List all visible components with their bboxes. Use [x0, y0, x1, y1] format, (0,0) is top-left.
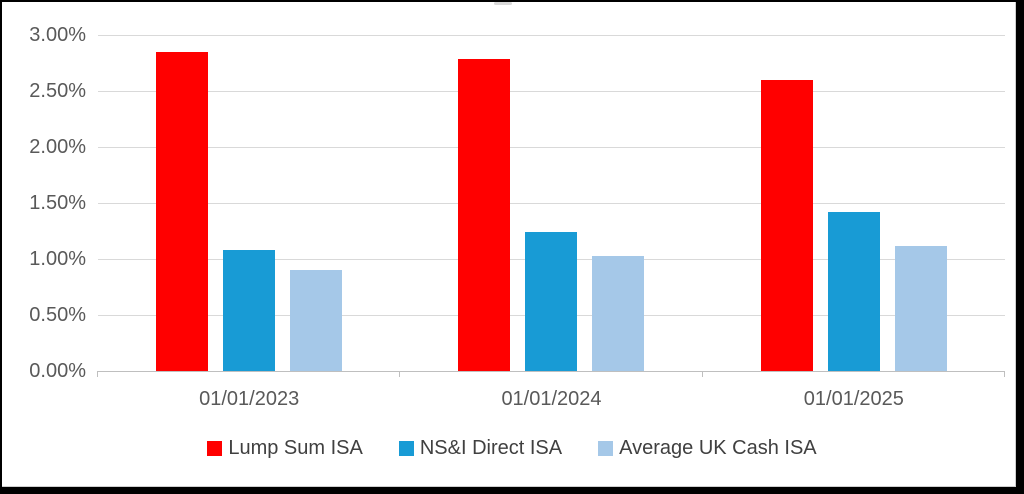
bar-group [703, 35, 1005, 371]
x-axis-tick [701, 371, 703, 377]
y-axis-tick-label: 1.50% [29, 192, 86, 214]
legend-swatch-icon [207, 441, 223, 456]
gridline [98, 91, 1005, 92]
plot-area [97, 35, 1005, 377]
bar [458, 58, 511, 371]
cropped-title-fragment [494, 2, 512, 5]
legend-item: Average UK Cash ISA [598, 437, 817, 460]
gridline [98, 147, 1005, 148]
legend-item: NS&I Direct ISA [398, 437, 563, 460]
x-axis-category-label: 01/01/2023 [199, 388, 300, 410]
bar [223, 250, 276, 371]
x-axis-labels: 01/01/2023 01/01/2024 01/01/2025 [98, 388, 1005, 411]
bar [592, 255, 645, 371]
bar [525, 232, 578, 371]
legend-swatch-icon [398, 441, 414, 456]
y-axis-tick-label: 0.00% [29, 360, 86, 382]
bar [827, 211, 880, 371]
x-axis-tick [399, 371, 401, 377]
legend-label: Average UK Cash ISA [619, 437, 817, 459]
x-axis-tick [1004, 371, 1005, 377]
bars-layer [98, 35, 1005, 371]
y-axis-tick-label: 2.50% [29, 80, 86, 102]
x-axis-tick [97, 371, 98, 377]
x-axis-category-label: 01/01/2025 [803, 388, 904, 410]
legend-swatch-icon [598, 441, 614, 456]
legend: Lump Sum ISA NS&I Direct ISA Average UK Ca… [0, 437, 1024, 460]
x-axis-category-label: 01/01/2024 [501, 388, 602, 410]
gridline [98, 203, 1005, 204]
y-axis-tick-label: 3.00% [29, 24, 86, 46]
y-axis-tick-label: 0.50% [29, 304, 86, 326]
bar-group [98, 35, 400, 371]
legend-label: NS&I Direct ISA [419, 437, 563, 459]
bar-group [400, 35, 702, 371]
legend-label: Lump Sum ISA [228, 437, 363, 459]
bar [760, 79, 813, 371]
bar [894, 245, 947, 371]
legend-item: Lump Sum ISA [207, 437, 363, 460]
gridline [98, 35, 1005, 36]
bar [156, 51, 209, 371]
bar [290, 270, 343, 371]
y-axis-tick-label: 2.00% [29, 136, 86, 158]
y-axis-tick-label: 1.00% [29, 248, 86, 270]
x-axis-line [98, 371, 1005, 372]
